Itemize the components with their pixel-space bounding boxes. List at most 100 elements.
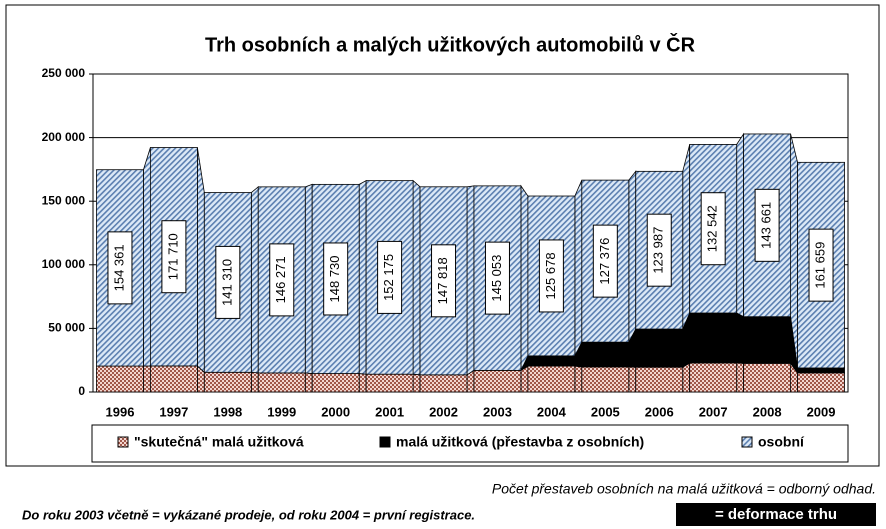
value-label-box [484,241,510,315]
legend-swatch [379,436,391,448]
connector [304,372,313,393]
x-tick-label: 2005 [591,404,620,419]
connector [358,179,367,375]
connector [736,132,745,318]
x-tick-label: 2008 [753,404,782,419]
value-label: 171 710 [165,233,180,280]
x-tick-label: 2009 [807,404,836,419]
connector [412,179,421,376]
bar-segment [149,365,198,393]
connector [466,185,475,376]
bar-segment [581,341,630,368]
x-tick-label: 2002 [429,404,458,419]
note: Do roku 2003 včetně = vykázané prodeje, … [22,507,475,522]
connector [736,362,745,393]
x-tick-label: 1999 [267,404,296,419]
value-label: 132 542 [705,205,720,252]
value-label-box [161,220,187,294]
y-tick-label: 250 000 [42,66,86,80]
value-label: 141 310 [219,259,234,306]
value-label: 127 376 [597,238,612,285]
bar-segment [689,312,738,364]
bar-segment [797,372,845,393]
x-tick-label: 2006 [645,404,674,419]
bar-segment [743,316,792,364]
legend-label: "skutečná" malá užitková [134,434,304,450]
connector [143,147,151,367]
note-box [676,503,876,526]
bar-segment [527,355,576,367]
bar-segment [689,362,738,393]
legend-frame [91,424,849,463]
bar-segment [581,366,630,393]
value-label-box [808,228,834,302]
value-label: 146 271 [273,256,288,303]
legend-label: malá užitková (přestavba z osobních) [396,434,644,450]
value-label-box [323,242,349,316]
value-label-box [269,243,295,317]
connector [250,186,259,374]
legend-label: osobní [758,434,805,450]
value-label-box [107,231,133,305]
value-label: 123 987 [651,227,666,274]
bar-segment [635,366,684,393]
bar-segment [635,328,684,368]
value-label-box [592,224,618,298]
value-label: 152 175 [381,254,396,301]
value-label-box [700,192,726,266]
x-tick-label: 2007 [699,404,728,419]
bar-segment [419,374,468,393]
connector [304,183,313,374]
x-tick-label: 1997 [159,404,188,419]
y-tick-label: 150 000 [42,193,86,207]
x-tick-label: 2004 [537,404,567,419]
chart-title: Trh osobních a malých užitkových automob… [205,32,696,56]
x-tick-label: 2000 [321,404,350,419]
connector [682,362,691,393]
value-label: 148 730 [327,255,342,302]
note: Počet přestaveb osobních na malá užitkov… [492,481,876,497]
x-tick-label: 2001 [375,404,404,419]
bar-segment [311,373,360,393]
x-tick-label: 1998 [213,404,242,419]
value-label-box [431,244,457,318]
bar-segment [257,372,306,393]
y-tick-label: 200 000 [42,130,86,144]
y-tick-label: 0 [78,384,85,398]
value-label-box [377,240,403,314]
value-label: 161 659 [812,242,827,289]
connector [412,373,421,393]
bar-segment [743,362,792,393]
bar-segment [473,369,522,393]
value-label: 143 661 [759,202,774,249]
value-label-box [538,239,564,313]
connector [143,365,151,393]
x-tick-label: 1996 [106,404,135,419]
y-tick-label: 100 000 [42,257,86,271]
y-tick-label: 50 000 [48,321,85,335]
legend-swatch [741,436,753,448]
bar-segment [203,371,252,393]
connector [628,170,637,343]
connector [574,365,583,393]
connector [358,373,367,393]
value-label: 145 053 [489,255,504,302]
value-label: 147 818 [435,257,450,304]
bar-segment [527,365,576,393]
connector [736,312,745,364]
value-label-box [754,188,780,262]
value-label: 125 678 [543,252,558,299]
bar-segment [797,367,845,374]
connector [574,179,583,357]
connector [682,144,691,330]
x-tick-label: 2003 [483,404,512,419]
legend-swatch [117,436,129,448]
connector [628,366,637,393]
bar-segment [365,373,414,393]
value-label-box [215,245,241,319]
connector [520,184,529,371]
value-label: 154 361 [111,244,126,291]
value-label-box [646,213,672,287]
note: = deformace trhu [715,506,837,523]
